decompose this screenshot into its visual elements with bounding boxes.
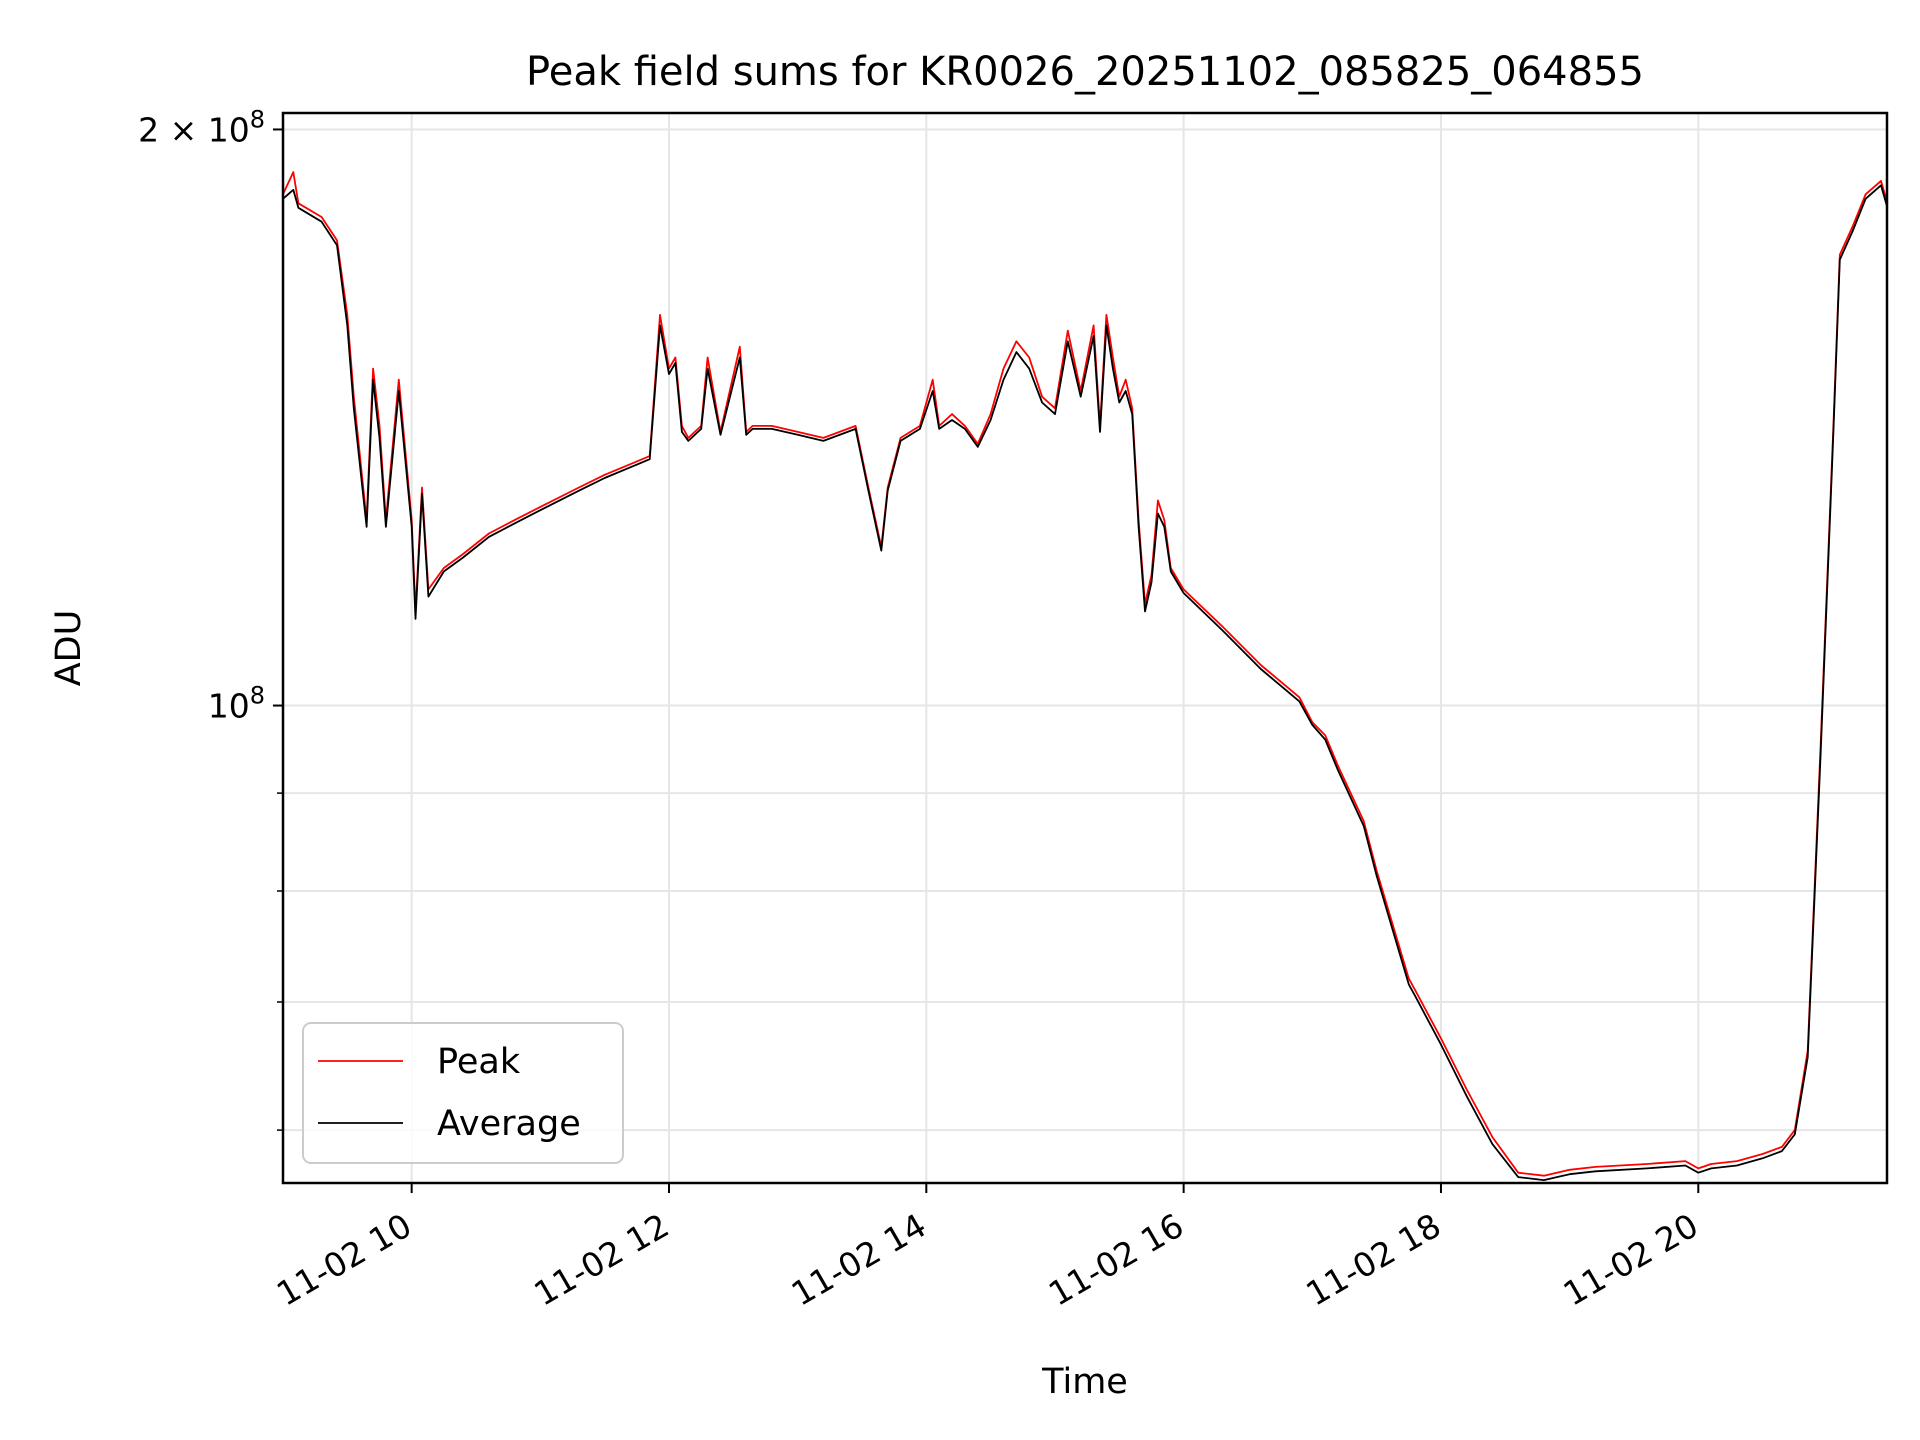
y-tick-label: 2 × 108 [138, 105, 265, 149]
x-axis-label: Time [1041, 1362, 1128, 1402]
y-tick-label: 108 [208, 682, 265, 726]
series-line-peak [282, 171, 1889, 1177]
legend-label-average: Average [437, 1104, 581, 1144]
y-axis-label: ADU [49, 610, 89, 687]
grid [283, 113, 1887, 1183]
legend-label-peak: Peak [437, 1042, 521, 1082]
series-lines [282, 171, 1889, 1181]
legend-box [302, 1022, 624, 1164]
legend: Peak Average [302, 1022, 624, 1164]
chart-title: Peak field sums for KR0026_20251102_0858… [526, 49, 1644, 95]
series-line-average [282, 184, 1889, 1181]
plot-frame [281, 111, 1889, 1185]
